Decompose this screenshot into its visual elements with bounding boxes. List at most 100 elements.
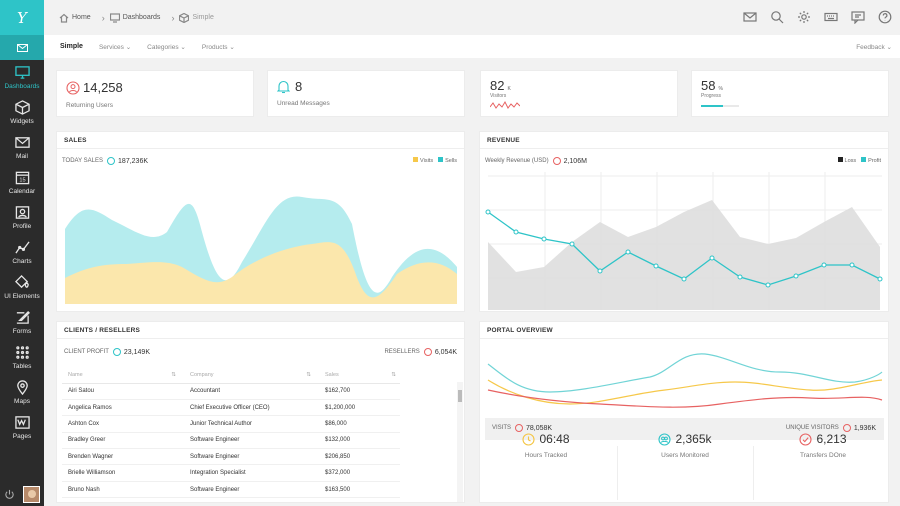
column-label: Company bbox=[190, 371, 214, 378]
portal-line-chart bbox=[487, 353, 883, 408]
sidebar-label: Mail bbox=[16, 153, 28, 160]
legend-sells: Sells bbox=[438, 157, 457, 164]
column-header-sales[interactable]: Sales ⇅ bbox=[317, 367, 400, 383]
cell-company: Accountant bbox=[182, 383, 317, 400]
client-profit: CLIENT PROFIT 23,149K bbox=[64, 348, 150, 356]
table-row[interactable]: Bradley Greer Software Engineer $132,000 bbox=[62, 432, 400, 450]
legend-label: Loss bbox=[844, 158, 857, 164]
subnav-services[interactable]: Services ⌄ bbox=[99, 43, 131, 51]
sidebar-item-charts[interactable]: Charts bbox=[0, 235, 44, 270]
kpi-progress: 58 % Progress bbox=[691, 70, 889, 117]
sidebar-label: Profile bbox=[12, 223, 32, 230]
table-row[interactable]: Brenden Wagner Software Engineer $206,850 bbox=[62, 448, 400, 466]
user-avatar[interactable] bbox=[23, 485, 40, 503]
table-row[interactable]: Bruno Nash Software Engineer $163,500 bbox=[62, 481, 400, 499]
sidebar-item-widgets[interactable]: Widgets bbox=[0, 95, 44, 130]
cell-company: Integration Specialist bbox=[182, 464, 317, 482]
chat-icon[interactable] bbox=[851, 10, 865, 24]
column-header-company[interactable]: Company ⇅ bbox=[182, 367, 317, 383]
compose-mail-button[interactable] bbox=[0, 35, 44, 60]
portal-unique-value: 1,936K bbox=[853, 424, 876, 432]
sort-icon: ⇅ bbox=[171, 371, 176, 378]
breadcrumb-simple: Simple bbox=[179, 12, 214, 23]
subnav-products[interactable]: Products ⌄ bbox=[202, 43, 235, 51]
cell-sales: $1,200,000 bbox=[317, 399, 400, 417]
app-logo[interactable]: Y bbox=[0, 0, 44, 35]
breadcrumb-dashboards[interactable]: Dashboards bbox=[109, 12, 161, 23]
chevron-down-icon: ⌄ bbox=[886, 44, 892, 51]
resellers-value: 6,054K bbox=[434, 348, 457, 356]
visitors-unit: K bbox=[507, 86, 511, 92]
cell-company: Chief Executive Officer (CEO) bbox=[182, 399, 317, 417]
grid-icon bbox=[15, 346, 29, 359]
table-row[interactable]: Ashton Cox Junior Technical Author $86,000 bbox=[62, 415, 400, 433]
sidebar-item-forms[interactable]: Forms bbox=[0, 305, 44, 340]
chevron-down-icon: ⌄ bbox=[229, 43, 235, 51]
users-monitored-label: Users Monitored bbox=[661, 452, 709, 459]
subnav-simple[interactable]: Simple bbox=[60, 43, 83, 50]
sort-icon: ⇅ bbox=[306, 371, 311, 378]
kpi-returning-users: 14,258 Returning Users bbox=[56, 70, 254, 117]
table-row[interactable]: Airi Satou Accountant $162,700 bbox=[62, 383, 400, 400]
resellers-label: RESELLERS bbox=[384, 349, 420, 355]
progress-bar-track bbox=[701, 105, 739, 107]
scrollbar-thumb[interactable] bbox=[458, 390, 462, 402]
subnav-categories[interactable]: Categories ⌄ bbox=[147, 43, 186, 51]
sidebar-label: Calendar bbox=[8, 188, 36, 195]
table-row[interactable]: Brielle Williamson Integration Specialist… bbox=[62, 464, 400, 482]
sidebar-item-pages[interactable]: Pages bbox=[0, 410, 44, 445]
help-icon[interactable] bbox=[878, 10, 892, 24]
sidebar-label: Charts bbox=[12, 258, 32, 265]
power-icon[interactable] bbox=[4, 489, 15, 500]
cell-name: Bruno Nash bbox=[62, 481, 182, 499]
sidebar-label: Forms bbox=[12, 328, 32, 335]
portal-unique-label: UNIQUE VISITORS bbox=[785, 425, 839, 431]
loss-area bbox=[488, 200, 880, 310]
visitors-label: Visitors bbox=[490, 93, 507, 99]
cell-company: Software Engineer bbox=[182, 432, 317, 450]
visitors-value: 82 bbox=[490, 78, 505, 93]
map-pin-icon bbox=[16, 380, 28, 395]
table-row[interactable]: Angelica Ramos Chief Executive Officer (C… bbox=[62, 399, 400, 417]
unread-messages-value: 8 bbox=[295, 79, 303, 94]
sidebar-item-dashboards[interactable]: Dashboards bbox=[0, 60, 44, 95]
clock-icon bbox=[522, 432, 536, 446]
divider bbox=[57, 338, 464, 339]
cell-sales: $372,000 bbox=[317, 464, 400, 482]
sidebar-item-profile[interactable]: Profile bbox=[0, 200, 44, 235]
breadcrumb-label: Simple bbox=[192, 14, 214, 21]
search-icon[interactable] bbox=[770, 10, 784, 24]
users-icon bbox=[658, 432, 672, 446]
divider bbox=[617, 446, 618, 500]
sidebar-item-calendar[interactable]: 15 Calendar bbox=[0, 165, 44, 200]
sidebar-label: Pages bbox=[12, 433, 32, 440]
cell-company: Junior Technical Author bbox=[182, 415, 317, 433]
sub-navigation: Simple Services ⌄ Categories ⌄ Products … bbox=[44, 35, 900, 58]
stat-transfers-done: 6,213 Transfers DOne bbox=[758, 432, 888, 459]
portal-unique-visitors: UNIQUE VISITORS 1,936K bbox=[786, 424, 876, 432]
sidebar-item-tables[interactable]: Tables bbox=[0, 340, 44, 375]
sidebar-item-maps[interactable]: Maps bbox=[0, 375, 44, 410]
cell-company: Software Engineer bbox=[182, 481, 317, 499]
legend-label: Sells bbox=[445, 158, 457, 164]
keyboard-icon[interactable] bbox=[824, 10, 838, 24]
feedback-menu[interactable]: Feedback ⌄ bbox=[856, 43, 892, 51]
weekly-revenue-label: Weekly Revenue (USD) bbox=[485, 158, 549, 164]
sidebar-item-mail[interactable]: Mail bbox=[0, 130, 44, 165]
table-scrollbar[interactable] bbox=[457, 382, 463, 502]
cell-sales: $162,700 bbox=[317, 383, 400, 400]
breadcrumb-label: Dashboards bbox=[122, 14, 161, 21]
settings-icon[interactable] bbox=[797, 10, 811, 24]
breadcrumb-home[interactable]: Home bbox=[59, 13, 91, 23]
cell-sales: $163,500 bbox=[317, 481, 400, 499]
sidebar-item-ui-elements[interactable]: UI Elements bbox=[0, 270, 44, 305]
portal-series-cyan bbox=[487, 353, 883, 393]
column-header-name[interactable]: Name ⇅ bbox=[62, 367, 182, 383]
mail-icon[interactable] bbox=[743, 10, 757, 24]
divider bbox=[57, 148, 464, 149]
portal-visits: VISITS 78,058K bbox=[492, 424, 552, 432]
check-circle-icon bbox=[799, 432, 813, 446]
subnav-label: Products bbox=[201, 43, 228, 51]
subnav-label: Services bbox=[98, 43, 124, 51]
sidebar-label: UI Elements bbox=[4, 293, 40, 300]
